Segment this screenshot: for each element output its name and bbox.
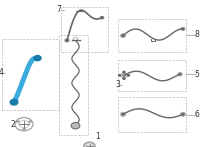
Circle shape xyxy=(29,121,31,122)
Circle shape xyxy=(182,113,184,115)
Circle shape xyxy=(122,113,124,115)
Circle shape xyxy=(123,78,125,79)
Circle shape xyxy=(119,75,121,76)
Text: 5: 5 xyxy=(195,70,199,79)
Circle shape xyxy=(179,74,181,75)
Text: 1: 1 xyxy=(96,132,100,141)
Bar xyxy=(118,60,186,91)
Bar xyxy=(59,35,88,135)
Circle shape xyxy=(72,123,79,128)
Circle shape xyxy=(123,71,125,73)
Circle shape xyxy=(86,144,93,147)
Circle shape xyxy=(122,35,124,37)
Text: 8: 8 xyxy=(195,30,199,39)
Text: 7: 7 xyxy=(57,5,61,14)
Circle shape xyxy=(11,100,17,105)
Text: 2: 2 xyxy=(11,120,15,129)
Circle shape xyxy=(35,56,40,60)
Circle shape xyxy=(66,40,68,41)
Text: 6: 6 xyxy=(195,110,199,119)
Circle shape xyxy=(182,28,184,30)
Bar xyxy=(2,39,59,110)
Circle shape xyxy=(84,142,95,147)
Circle shape xyxy=(127,75,129,76)
Bar xyxy=(61,7,108,52)
Text: 4: 4 xyxy=(0,68,3,77)
Text: 3: 3 xyxy=(116,80,120,89)
Circle shape xyxy=(17,121,19,122)
Circle shape xyxy=(101,17,103,19)
Bar xyxy=(118,97,186,132)
Bar xyxy=(118,19,186,52)
Circle shape xyxy=(23,129,25,130)
